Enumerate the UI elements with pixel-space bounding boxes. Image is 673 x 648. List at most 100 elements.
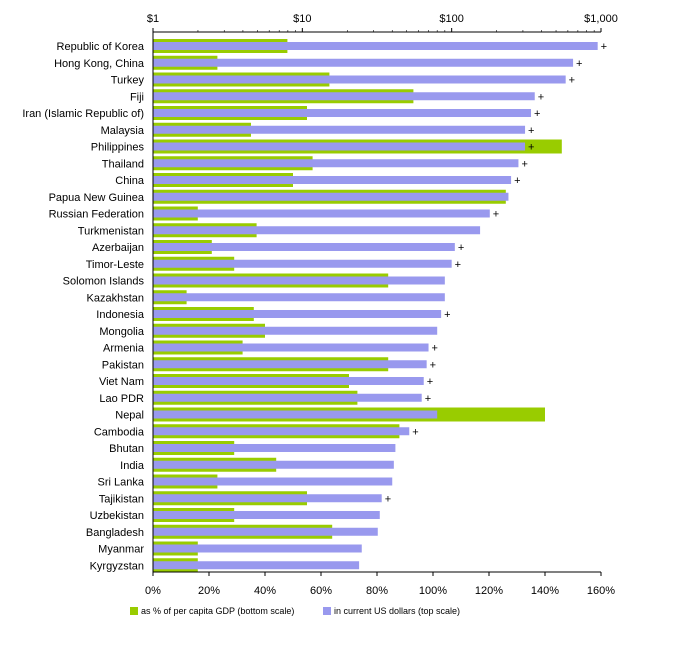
legend-label: in current US dollars (top scale)	[334, 606, 460, 616]
bar-usd	[153, 427, 410, 436]
bar-usd	[153, 310, 442, 318]
bar-usd	[153, 125, 526, 134]
category-label: Bangladesh	[86, 527, 144, 539]
category-label: Timor-Leste	[86, 259, 144, 271]
bar-usd	[153, 343, 429, 352]
plus-marker: +	[528, 142, 534, 154]
bar-usd	[153, 109, 532, 117]
bar-usd	[153, 326, 438, 335]
top-tick-label: $100	[439, 13, 463, 25]
category-label: Malaysia	[101, 125, 145, 137]
bar-usd	[153, 276, 445, 285]
plus-marker: +	[444, 309, 450, 321]
category-label: Indonesia	[96, 309, 145, 321]
bar-usd	[153, 393, 422, 402]
legend-label: as % of per capita GDP (bottom scale)	[141, 606, 294, 616]
legend-swatch	[323, 607, 331, 615]
bar-usd	[153, 226, 481, 235]
bar-usd	[153, 544, 362, 553]
plus-marker: +	[569, 75, 575, 87]
bottom-tick-label: 160%	[587, 585, 615, 597]
category-label: China	[115, 175, 145, 187]
plus-marker: +	[538, 91, 544, 103]
category-label: Tajikistan	[99, 493, 144, 505]
bar-usd	[153, 159, 519, 168]
bar-usd	[153, 460, 394, 469]
labels-group: Republic of Korea + Hong Kong, China + Turke…	[22, 41, 607, 572]
category-label: Myanmar	[98, 544, 144, 556]
category-label: Uzbekistan	[90, 510, 144, 522]
top-tick-label: $1	[147, 13, 159, 25]
category-label: Nepal	[115, 410, 144, 422]
category-label: Bhutan	[109, 443, 144, 455]
category-label: Papua New Guinea	[49, 192, 145, 204]
category-label: Republic of Korea	[57, 41, 145, 53]
category-label: India	[120, 460, 145, 472]
bar-usd	[153, 527, 378, 536]
bottom-tick-label: 140%	[531, 585, 559, 597]
plus-marker: +	[458, 242, 464, 254]
bar-usd	[153, 561, 360, 570]
category-label: Mongolia	[99, 326, 145, 338]
plus-marker: +	[528, 125, 534, 137]
bottom-tick-label: 120%	[475, 585, 503, 597]
bottom-tick-label: 60%	[310, 585, 332, 597]
category-label: Philippines	[91, 142, 145, 154]
bar-usd	[153, 192, 509, 201]
category-label: Thailand	[102, 158, 144, 170]
category-label: Kyrgyzstan	[90, 560, 144, 572]
bar-usd	[153, 444, 396, 452]
bar-usd	[153, 92, 535, 101]
bar-usd	[153, 75, 566, 84]
bottom-tick-label: 100%	[419, 585, 447, 597]
plus-marker: +	[385, 493, 391, 505]
category-label: Kazakhstan	[87, 292, 144, 304]
bar-usd	[153, 377, 424, 385]
plus-marker: +	[427, 376, 433, 388]
category-label: Azerbaijan	[92, 242, 144, 254]
category-label: Pakistan	[102, 359, 144, 371]
plus-marker: +	[493, 209, 499, 221]
bar-usd	[153, 58, 574, 67]
bar-usd	[153, 243, 455, 251]
category-label: Iran (Islamic Republic of)	[22, 108, 144, 120]
category-label: Hong Kong, China	[54, 58, 145, 70]
category-label: Turkmenistan	[78, 225, 144, 237]
plus-marker: +	[534, 108, 540, 120]
bar-usd	[153, 511, 380, 519]
bar-usd	[153, 494, 382, 503]
bar-usd	[153, 142, 526, 151]
legend: as % of per capita GDP (bottom scale) in …	[130, 606, 460, 616]
plus-marker: +	[430, 359, 436, 371]
category-label: Cambodia	[94, 426, 145, 438]
bar-usd	[153, 293, 445, 302]
category-label: Fiji	[130, 91, 144, 103]
category-label: Russian Federation	[49, 209, 144, 221]
bottom-tick-label: 0%	[145, 585, 161, 597]
bottom-tick-label: 20%	[198, 585, 220, 597]
category-label: Viet Nam	[99, 376, 144, 388]
plus-marker: +	[601, 41, 607, 53]
legend-swatch	[130, 607, 138, 615]
bar-usd	[153, 176, 512, 184]
category-label: Turkey	[111, 75, 145, 87]
green-bars-group	[153, 39, 562, 573]
category-label: Armenia	[103, 343, 145, 355]
blue-bars-group	[153, 42, 598, 570]
top-tick-label: $10	[293, 13, 311, 25]
plus-marker: +	[432, 343, 438, 355]
bar-usd	[153, 209, 490, 218]
category-label: Sri Lanka	[98, 477, 145, 489]
category-label: Lao PDR	[99, 393, 144, 405]
bar-usd	[153, 477, 393, 486]
plus-marker: +	[455, 259, 461, 271]
bar-usd	[153, 410, 438, 419]
top-tick-label: $1,000	[584, 13, 618, 25]
plus-marker: +	[412, 426, 418, 438]
bar-usd	[153, 42, 598, 50]
bottom-tick-label: 40%	[254, 585, 276, 597]
axes-group: $1 $10 $100 $1,000 0% 20% 40% 60% 80% 100% 120% 140…	[145, 13, 618, 597]
bottom-tick-label: 80%	[366, 585, 388, 597]
